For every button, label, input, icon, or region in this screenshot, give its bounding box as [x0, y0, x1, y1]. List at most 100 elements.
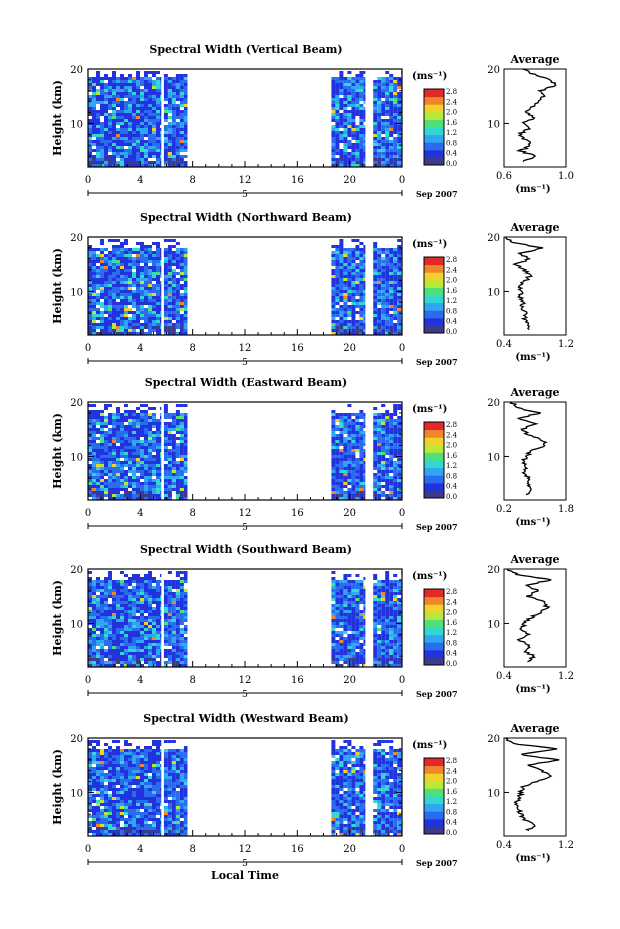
heatmap-cell: [385, 143, 390, 146]
heatmap-cell: [335, 449, 340, 452]
heatmap-cell: [171, 254, 176, 257]
heatmap-cell: [339, 281, 344, 284]
heatmap-cell: [152, 317, 156, 320]
heatmap-cell: [104, 479, 108, 482]
heatmap-cell: [156, 260, 160, 263]
heatmap-cell: [120, 266, 124, 269]
heatmap-cell: [347, 77, 352, 80]
heatmap-cell: [359, 485, 364, 488]
heatmap-cell: [124, 305, 128, 308]
heatmap-cell: [148, 646, 152, 649]
heatmap-cell: [163, 431, 168, 434]
heatmap-cell: [373, 329, 378, 332]
heatmap-cell: [343, 497, 348, 500]
colorbar-tick-label: 2.0: [446, 442, 457, 450]
heatmap-cell: [179, 305, 184, 308]
heatmap-cell: [179, 649, 184, 652]
heatmap-cell: [112, 239, 116, 242]
heatmap-cell: [179, 134, 184, 137]
heatmap-cell: [183, 488, 188, 491]
x-tick-label: 8: [189, 508, 195, 519]
heatmap-cell: [116, 140, 120, 143]
heatmap-cell: [100, 323, 104, 326]
heatmap-cell: [148, 125, 152, 128]
heatmap-cell: [88, 616, 92, 619]
heatmap-cell: [136, 77, 140, 80]
heatmap-cell: [377, 595, 382, 598]
heatmap-cell: [108, 664, 112, 667]
heatmap-cell: [355, 299, 360, 302]
heatmap-cell: [148, 598, 152, 601]
heatmap-cell: [171, 616, 176, 619]
heatmap-cell: [108, 589, 112, 592]
heatmap-cell: [389, 449, 394, 452]
heatmap-cell: [104, 323, 108, 326]
heatmap-cell: [167, 131, 172, 134]
heatmap-cell: [128, 589, 132, 592]
heatmap-cell: [359, 98, 364, 101]
heatmap-cell: [393, 583, 398, 586]
heatmap-cell: [335, 446, 340, 449]
heatmap-cell: [104, 275, 108, 278]
heatmap-cell: [343, 257, 348, 260]
heatmap-cell: [171, 122, 176, 125]
heatmap-cell: [389, 74, 394, 77]
heatmap-cell: [140, 604, 144, 607]
heatmap-cell: [104, 287, 108, 290]
heatmap-cell: [96, 652, 100, 655]
heatmap-cell: [351, 83, 356, 86]
heatmap-cell: [112, 604, 116, 607]
heatmap-cell: [140, 404, 144, 407]
heatmap-cell: [335, 661, 340, 664]
heatmap-cell: [148, 664, 152, 667]
heatmap-cell: [363, 476, 366, 479]
heatmap-cell: [124, 610, 128, 613]
heatmap-cell: [183, 640, 188, 643]
heatmap-cell: [104, 329, 108, 332]
heatmap-cell: [163, 110, 168, 113]
heatmap-cell: [167, 257, 172, 260]
heatmap-cell: [335, 137, 340, 140]
heatmap-cell: [183, 601, 188, 604]
heatmap-cell: [351, 248, 356, 251]
heatmap-cell: [175, 661, 180, 664]
heatmap-cell: [359, 152, 364, 155]
heatmap-cell: [389, 107, 394, 110]
heatmap-cell: [397, 497, 402, 500]
heatmap-cell: [163, 428, 168, 431]
heatmap-cell: [112, 152, 116, 155]
heatmap-cell: [120, 305, 124, 308]
heatmap-cell: [397, 452, 402, 455]
heatmap-cell: [373, 245, 378, 248]
heatmap-cell: [339, 113, 344, 116]
heatmap-cell: [377, 77, 382, 80]
heatmap-cell: [335, 92, 340, 95]
heatmap-cell: [124, 83, 128, 86]
heatmap-cell: [148, 580, 152, 583]
heatmap-cell: [140, 125, 144, 128]
heatmap-cell: [128, 128, 132, 131]
heatmap-cell: [120, 464, 124, 467]
heatmap-cell: [128, 482, 132, 485]
heatmap-cell: [100, 77, 104, 80]
heatmap-cell: [179, 488, 184, 491]
heatmap-cell: [128, 113, 132, 116]
heatmap-cell: [373, 598, 378, 601]
heatmap-cell: [132, 134, 136, 137]
heatmap-cell: [112, 149, 116, 152]
heatmap-cell: [112, 119, 116, 122]
heatmap-cell: [140, 104, 144, 107]
heatmap-cell: [175, 422, 180, 425]
heatmap-cell: [167, 95, 172, 98]
heatmap-cell: [152, 80, 156, 83]
heatmap-cell: [156, 631, 160, 634]
heatmap-cell: [128, 494, 132, 497]
heatmap-cell: [96, 314, 100, 317]
heatmap-cell: [128, 98, 132, 101]
heatmap-cell: [167, 467, 172, 470]
heatmap-cell: [335, 308, 340, 311]
heatmap-cell: [347, 281, 352, 284]
heatmap-cell: [120, 446, 124, 449]
heatmap-cell: [351, 625, 356, 628]
heatmap-cell: [347, 613, 352, 616]
